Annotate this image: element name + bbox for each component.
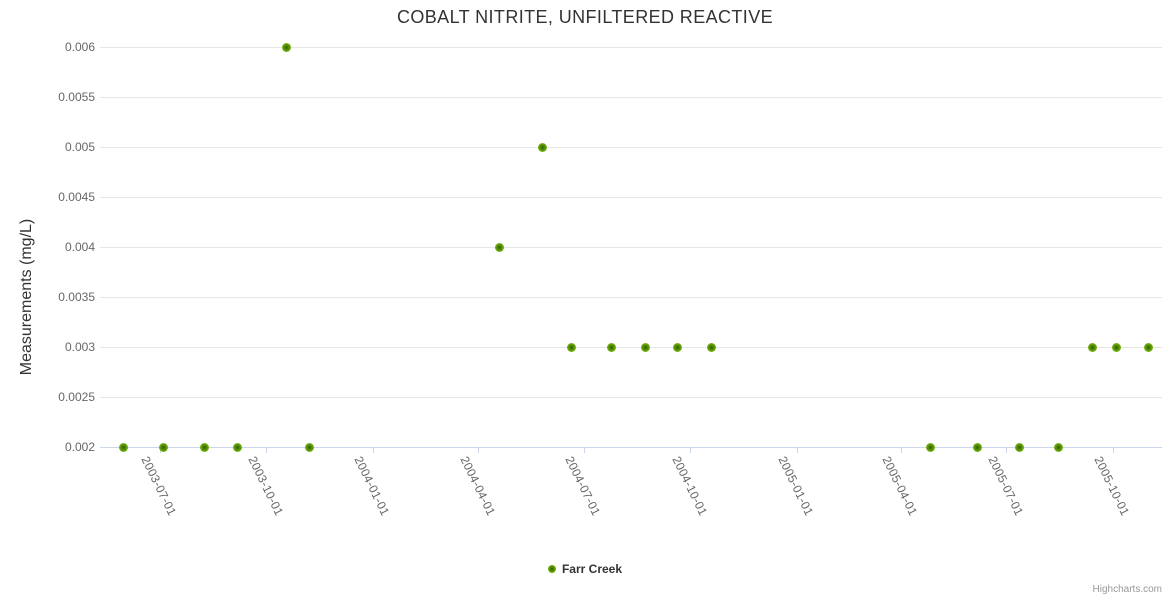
- x-axis-tick-label: 2005-10-01: [1091, 454, 1133, 519]
- data-point[interactable]: [305, 442, 315, 452]
- data-point[interactable]: [199, 442, 209, 452]
- x-axis-tick-label: 2004-04-01: [457, 454, 498, 519]
- data-point[interactable]: [495, 242, 505, 252]
- y-axis-tick-label: 0.006: [64, 40, 95, 54]
- y-gridline: [100, 296, 1162, 298]
- y-gridline: [100, 246, 1162, 248]
- x-axis-tick-label: 2003-10-01: [245, 454, 286, 519]
- data-point[interactable]: [159, 442, 169, 452]
- data-point[interactable]: [673, 342, 683, 352]
- data-point[interactable]: [1112, 342, 1122, 352]
- data-point[interactable]: [640, 342, 650, 352]
- data-point[interactable]: [607, 342, 617, 352]
- data-point[interactable]: [118, 442, 128, 452]
- y-axis-tick-label: 0.003: [64, 340, 95, 354]
- data-point[interactable]: [281, 42, 291, 52]
- x-axis-tick: [478, 447, 480, 453]
- x-axis-tick-label: 2004-10-01: [669, 454, 710, 519]
- data-point[interactable]: [1015, 442, 1025, 452]
- y-gridline: [100, 396, 1162, 398]
- data-point[interactable]: [706, 342, 716, 352]
- legend-series-name: Farr Creek: [561, 562, 623, 576]
- y-axis-tick-label: 0.0055: [58, 90, 95, 104]
- highcharts-credits-link[interactable]: Highcharts.com: [1092, 584, 1162, 595]
- data-point[interactable]: [973, 442, 983, 452]
- y-axis-tick-label: 0.0025: [58, 390, 95, 404]
- y-gridline: [100, 346, 1162, 348]
- y-gridline: [100, 96, 1162, 98]
- x-axis-tick: [900, 447, 902, 453]
- y-axis-tick-label: 0.004: [64, 240, 95, 254]
- x-axis-tick: [1006, 447, 1008, 453]
- legend-item-farr-creek[interactable]: Farr Creek: [0, 562, 1170, 576]
- y-gridline: [100, 146, 1162, 148]
- data-point[interactable]: [925, 442, 935, 452]
- y-axis-tick-label: 0.0045: [58, 190, 95, 204]
- y-gridline: [100, 196, 1162, 198]
- x-axis-tick: [266, 447, 268, 453]
- x-axis-tick: [583, 447, 585, 453]
- chart-title: COBALT NITRITE, UNFILTERED REACTIVE: [396, 7, 774, 27]
- data-point[interactable]: [1088, 342, 1097, 352]
- x-axis-tick-label: 2005-04-01: [879, 454, 921, 519]
- x-axis-tick: [690, 447, 692, 453]
- x-axis-tick: [796, 447, 798, 453]
- x-axis-tick-label: 2005-01-01: [775, 454, 817, 519]
- x-axis-tick-label: 2003-07-01: [138, 454, 180, 519]
- legend-marker-icon: [547, 565, 556, 573]
- x-axis-tick: [1112, 447, 1114, 453]
- data-point[interactable]: [566, 342, 576, 352]
- data-point[interactable]: [1143, 342, 1153, 352]
- y-axis-tick-label: 0.0035: [58, 290, 95, 304]
- x-axis-line: [100, 447, 1162, 448]
- x-axis-tick: [372, 447, 374, 453]
- x-axis-tick-label: 2004-01-01: [351, 454, 393, 519]
- x-axis-tick-label: 2004-07-01: [562, 454, 604, 519]
- x-axis-tick-label: 2005-07-01: [985, 454, 1027, 519]
- y-gridline: [100, 46, 1162, 48]
- data-point[interactable]: [1054, 442, 1064, 452]
- y-axis-tick-label: 0.002: [64, 440, 95, 454]
- y-axis-tick-label: 0.005: [64, 140, 95, 154]
- data-point[interactable]: [233, 442, 243, 452]
- data-point[interactable]: [537, 142, 547, 152]
